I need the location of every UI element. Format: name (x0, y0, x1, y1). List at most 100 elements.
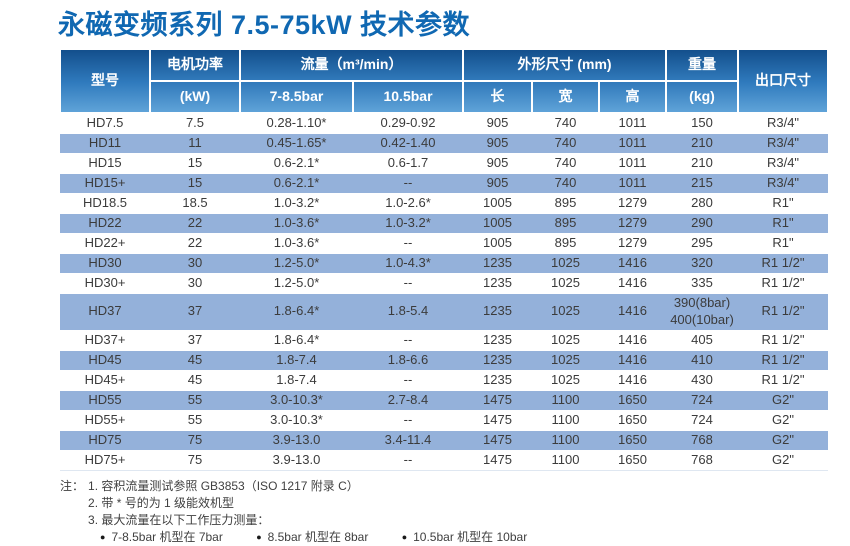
bullet-text: 7-8.5bar 机型在 7bar (111, 530, 223, 544)
table-cell: 1005 (463, 212, 533, 234)
table-cell: 290 (666, 212, 739, 234)
table-cell: 1475 (463, 450, 533, 471)
header-dimensions: 外形尺寸 (mm) (462, 48, 668, 82)
table-cell: 210 (691, 154, 713, 170)
table-cell: 1.8-6.4* (273, 331, 320, 347)
table-row: HD45+ 45 1.8-7.4 -- 1235 1025 1416 430 R1 1/2" (60, 370, 828, 390)
table-cell: 905 (486, 154, 509, 170)
table-cell: 1235 (483, 331, 512, 347)
table-cell: 724 (666, 389, 739, 411)
table-row: HD75 75 3.9-13.0 3.4-11.4 1475 1100 1650 768 G2" (60, 429, 829, 451)
table-cell: 1005 (483, 234, 512, 250)
table-cell: 895 (532, 212, 600, 234)
table-cell: 7.5 (185, 115, 205, 130)
table-header: 型号 电机功率 流量（m³/min） 外形尺寸 (mm) 重量 出口尺寸 (kW… (59, 48, 830, 114)
table-cell: 15 (150, 172, 240, 194)
table-row: HD18.5 18.5 1.0-3.2* 1.0-2.6* 1005 895 1279 280… (60, 193, 828, 213)
table-cell: 1.8-7.4 (240, 349, 353, 371)
header-outlet: 出口尺寸 (737, 48, 830, 114)
table-cell: 1025 (532, 252, 600, 274)
table-cell: 1.0-3.6* (273, 234, 320, 250)
table-row: HD30+ 30 1.2-5.0* -- 1235 1025 1416 335 R1 1/2" (60, 273, 828, 293)
table-cell: 3.0-10.3* (240, 389, 353, 411)
table-cell: 724 (691, 411, 713, 427)
table-cell: 37 (150, 292, 240, 331)
footnote-1: 1. 容积流量测试参照 GB3853（ISO 1217 附录 C） (88, 479, 359, 493)
table-cell: 768 (666, 450, 739, 471)
table-cell: HD15 (88, 154, 122, 170)
table-cell: 1025 (551, 331, 580, 347)
table-cell: 905 (463, 172, 533, 194)
table-cell: HD45+ (84, 371, 126, 387)
table-cell: 1025 (551, 371, 580, 387)
table-cell: 1025 (532, 349, 600, 371)
table-cell: 1650 (599, 389, 667, 411)
table-cell: 905 (486, 115, 509, 130)
table-cell: R1" (772, 194, 794, 210)
table-cell: 895 (554, 194, 577, 210)
table-row: HD15 15 0.6-2.1* 0.6-1.7 905 740 1011 210 R3/4" (60, 153, 828, 173)
table-cell: 215 (666, 172, 739, 194)
table-cell: -- (403, 234, 413, 250)
table-cell: 280 (691, 194, 713, 210)
table-cell: R3/4" (738, 132, 829, 154)
table-cell: 22 (150, 212, 240, 234)
table-cell: 1100 (532, 429, 600, 451)
table-cell: 0.45-1.65* (240, 132, 353, 154)
table-cell: HD75 (60, 429, 150, 451)
table-cell: HD22+ (84, 234, 126, 250)
table-cell: -- (353, 450, 464, 471)
table-cell: HD18.5 (82, 194, 128, 210)
table-cell: R1" (772, 234, 794, 250)
table-cell: 430 (691, 371, 713, 387)
table-cell: 1011 (599, 132, 667, 154)
header-weight: 重量 (665, 48, 740, 82)
table-cell: 1416 (618, 274, 647, 290)
table-cell: 1.2-5.0* (273, 274, 320, 290)
bullet-item: ● 10.5bar 机型在 10bar (402, 530, 528, 544)
table-cell: 1.8-6.6 (353, 349, 464, 371)
table-cell: 1235 (463, 252, 533, 274)
table-cell: R1 1/2" (738, 349, 829, 371)
pressure-bullet-list: ● 7-8.5bar 机型在 7bar ● 8.5bar 机型在 8bar ● 10.… (100, 529, 557, 546)
table-cell: HD15+ (60, 172, 150, 194)
table-row: HD37 37 1.8-6.4* 1.8-5.4 1235 1025 1416 390(8ba… (60, 292, 829, 331)
table-cell: R1 1/2" (761, 274, 805, 290)
header-flow-7-8-5bar: 7-8.5bar (239, 80, 354, 114)
footnote-2: 2. 带 * 号的为 1 级能效机型 (88, 496, 235, 510)
table-row: HD45 45 1.8-7.4 1.8-6.6 1235 1025 1416 410 R1 1/… (60, 349, 829, 371)
table-cell: 3.0-10.3* (270, 411, 323, 427)
table-cell: 1011 (618, 154, 647, 170)
table-cell: 1.2-5.0* (240, 252, 353, 274)
table-cell: 1005 (483, 194, 512, 210)
table-cell: 1100 (532, 389, 600, 411)
table-body: HD7.5 7.5 0.28-1.10* 0.29-0.92 905 740 1011 150… (60, 113, 829, 471)
table-cell: 3.9-13.0 (240, 429, 353, 451)
table-cell: 768 (666, 429, 739, 451)
table-cell: 1416 (618, 371, 647, 387)
table-cell: 405 (691, 331, 713, 347)
table-cell: 1235 (483, 274, 512, 290)
table-cell: 1.8-5.4 (353, 292, 464, 331)
header-flow-10-5bar: 10.5bar (351, 80, 465, 114)
table-cell: 30 (150, 252, 240, 274)
table-cell: 3.4-11.4 (353, 429, 464, 451)
table-cell: 390(8bar) 400(10bar) (666, 292, 739, 331)
table-cell: 1416 (599, 252, 667, 274)
table-cell: 1100 (532, 450, 600, 471)
table-cell: HD30 (60, 252, 150, 274)
table-cell: 0.29-0.92 (380, 115, 436, 130)
bullet-dot-icon: ● (401, 532, 408, 542)
table-cell: 0.6-2.1* (240, 172, 353, 194)
table-cell: R1 1/2" (738, 292, 829, 331)
table-cell: 1650 (599, 450, 667, 471)
bullet-dot-icon: ● (256, 532, 262, 542)
table-cell: 1235 (463, 349, 533, 371)
table-cell: G2" (738, 429, 829, 451)
table-cell: 1475 (463, 389, 533, 411)
table-cell: 18.5 (182, 194, 208, 210)
footnotes: 注： 1. 容积流量测试参照 GB3853（ISO 1217 附录 C） 2. … (60, 478, 557, 546)
table-cell: 22 (187, 234, 203, 250)
table-cell: 740 (532, 132, 600, 154)
table-cell: G2" (738, 389, 829, 411)
